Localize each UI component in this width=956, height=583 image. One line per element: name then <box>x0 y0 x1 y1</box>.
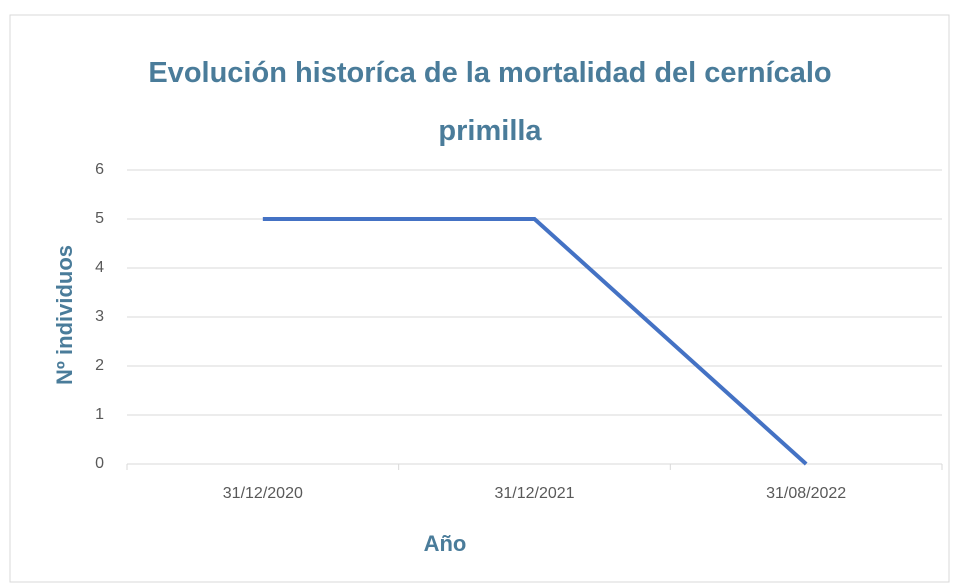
y-tick-label: 6 <box>95 161 104 178</box>
x-tick-label: 31/12/2021 <box>494 485 574 502</box>
chart-title: Evolución historíca de la mortalidad del… <box>148 57 832 147</box>
y-tick-label: 0 <box>95 455 104 472</box>
y-tick-label: 1 <box>95 406 104 423</box>
x-axis-title: Año <box>424 531 467 556</box>
y-tick-label: 4 <box>95 259 104 276</box>
chart-border <box>9 14 950 583</box>
x-tick-label: 31/12/2020 <box>223 485 303 502</box>
y-axis-title: Nº individuos <box>52 245 77 385</box>
y-tick-label: 3 <box>95 308 104 325</box>
line <box>262 217 808 466</box>
y-tick-label: 5 <box>95 210 104 227</box>
x-tick-label: 31/08/2022 <box>766 485 846 502</box>
y-tick-label: 2 <box>95 357 104 374</box>
